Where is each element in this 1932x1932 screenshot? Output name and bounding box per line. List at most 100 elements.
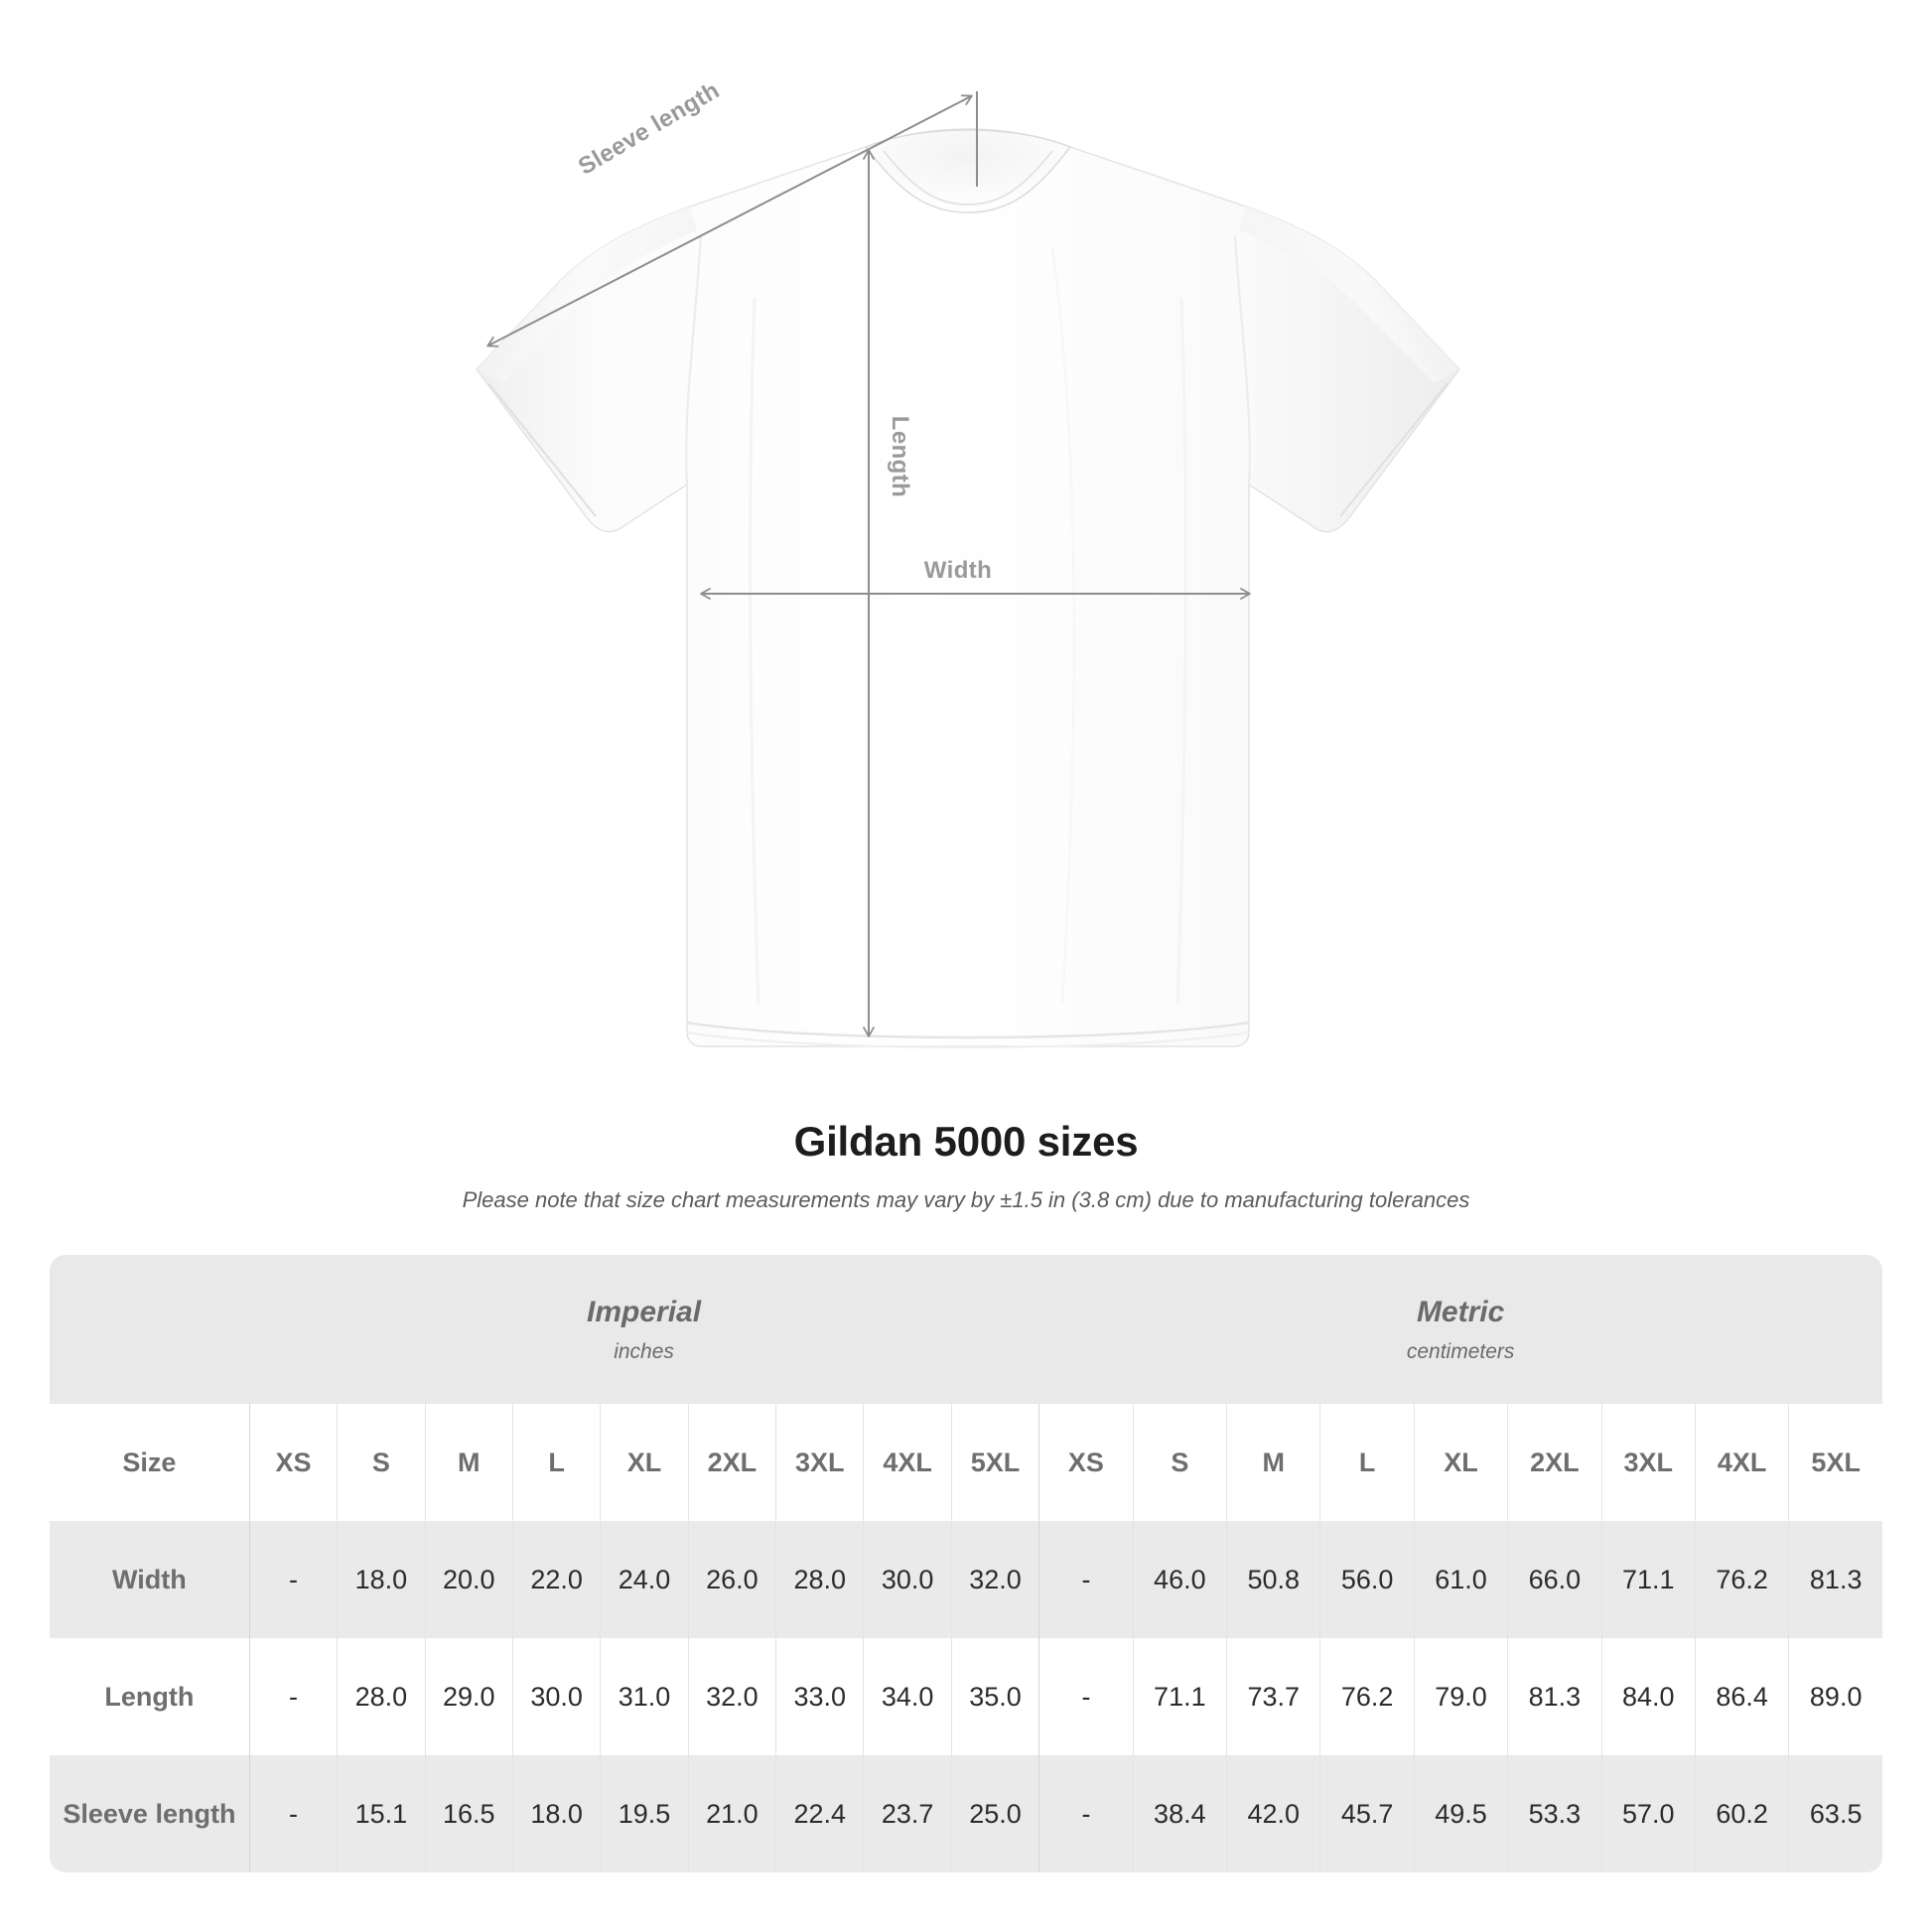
unit-group-metric-sub: centimeters bbox=[1406, 1339, 1515, 1363]
cell-length-imperial-l: 30.0 bbox=[511, 1638, 601, 1755]
cell-length-imperial-xl: 31.0 bbox=[600, 1638, 688, 1755]
cell-width-metric-xs: - bbox=[1038, 1521, 1133, 1638]
cell-length-metric-3xl: 84.0 bbox=[1600, 1638, 1695, 1755]
cell-width-imperial-xl: 24.0 bbox=[600, 1521, 688, 1638]
left-sleeve-hem bbox=[487, 382, 597, 517]
fold-1 bbox=[749, 297, 760, 1006]
size-header-metric-5xl: 5XL bbox=[1788, 1404, 1882, 1521]
cell-width-imperial-xs: - bbox=[248, 1521, 338, 1638]
cell-length-metric-5xl: 89.0 bbox=[1788, 1638, 1882, 1755]
page-title: Gildan 5000 sizes bbox=[793, 1118, 1139, 1165]
cell-sleeve-imperial-4xl: 23.7 bbox=[863, 1755, 951, 1872]
right-sleeve-shade bbox=[1239, 207, 1459, 383]
cell-sleeve-metric-5xl: 63.5 bbox=[1788, 1755, 1882, 1872]
size-header-imperial-5xl: 5XL bbox=[950, 1404, 1039, 1521]
unit-group-imperial: Imperial inches bbox=[248, 1255, 1039, 1404]
unit-band-spacer bbox=[50, 1255, 249, 1404]
size-header-row: Size XS S M L XL 2XL 3XL 4XL 5XL XS S M … bbox=[50, 1404, 1882, 1521]
unit-group-metric: Metric centimeters bbox=[1038, 1255, 1882, 1404]
cell-width-metric-m: 50.8 bbox=[1226, 1521, 1320, 1638]
cell-sleeve-metric-xs: - bbox=[1038, 1755, 1133, 1872]
cell-width-metric-2xl: 66.0 bbox=[1507, 1521, 1601, 1638]
size-header-metric-xl: XL bbox=[1413, 1404, 1508, 1521]
cell-width-imperial-5xl: 32.0 bbox=[950, 1521, 1039, 1638]
column-header-size: Size bbox=[50, 1404, 249, 1521]
size-header-metric-l: L bbox=[1319, 1404, 1414, 1521]
cell-length-imperial-4xl: 34.0 bbox=[863, 1638, 951, 1755]
tshirt-graphic bbox=[476, 128, 1460, 1048]
cell-width-metric-xl: 61.0 bbox=[1413, 1521, 1508, 1638]
bottom-hem bbox=[686, 1021, 1250, 1039]
unit-group-imperial-name: Imperial bbox=[587, 1295, 702, 1328]
cell-width-imperial-2xl: 26.0 bbox=[687, 1521, 776, 1638]
cell-width-imperial-l: 22.0 bbox=[511, 1521, 601, 1638]
cell-length-imperial-m: 29.0 bbox=[424, 1638, 512, 1755]
size-header-imperial-4xl: 4XL bbox=[863, 1404, 951, 1521]
size-header-imperial-m: M bbox=[424, 1404, 512, 1521]
size-header-imperial-3xl: 3XL bbox=[775, 1404, 864, 1521]
cell-width-metric-l: 56.0 bbox=[1319, 1521, 1414, 1638]
cell-width-metric-5xl: 81.3 bbox=[1788, 1521, 1882, 1638]
cell-sleeve-imperial-5xl: 25.0 bbox=[950, 1755, 1039, 1872]
row-label-length: Length bbox=[50, 1638, 249, 1755]
cell-length-imperial-3xl: 33.0 bbox=[775, 1638, 864, 1755]
cell-sleeve-metric-xl: 49.5 bbox=[1413, 1755, 1508, 1872]
size-header-metric-4xl: 4XL bbox=[1694, 1404, 1789, 1521]
fold-2 bbox=[1175, 297, 1187, 1006]
cell-width-imperial-3xl: 28.0 bbox=[775, 1521, 864, 1638]
cell-length-metric-s: 71.1 bbox=[1132, 1638, 1227, 1755]
cell-sleeve-metric-4xl: 60.2 bbox=[1694, 1755, 1789, 1872]
cell-sleeve-imperial-m: 16.5 bbox=[424, 1755, 512, 1872]
cell-sleeve-imperial-l: 18.0 bbox=[511, 1755, 601, 1872]
size-header-imperial-2xl: 2XL bbox=[687, 1404, 776, 1521]
cell-width-metric-s: 46.0 bbox=[1132, 1521, 1227, 1638]
cell-length-metric-2xl: 81.3 bbox=[1507, 1638, 1601, 1755]
page-subtitle: Please note that size chart measurements… bbox=[462, 1187, 1470, 1212]
row-label-width: Width bbox=[50, 1521, 249, 1638]
fold-3 bbox=[1050, 247, 1076, 1004]
cell-sleeve-imperial-s: 15.1 bbox=[337, 1755, 425, 1872]
cell-width-imperial-4xl: 30.0 bbox=[863, 1521, 951, 1638]
row-label-sleeve-length: Sleeve length bbox=[50, 1755, 249, 1872]
unit-group-metric-name: Metric bbox=[1416, 1295, 1505, 1328]
cell-sleeve-metric-s: 38.4 bbox=[1132, 1755, 1227, 1872]
size-header-imperial-xs: XS bbox=[248, 1404, 338, 1521]
size-header-imperial-l: L bbox=[511, 1404, 601, 1521]
right-armhole bbox=[1233, 235, 1251, 485]
cell-length-imperial-5xl: 35.0 bbox=[950, 1638, 1039, 1755]
bottom-hem-2 bbox=[686, 1032, 1250, 1048]
cell-sleeve-imperial-xl: 19.5 bbox=[600, 1755, 688, 1872]
width-label: Width bbox=[923, 557, 993, 584]
cell-length-metric-m: 73.7 bbox=[1226, 1638, 1320, 1755]
length-label: Length bbox=[887, 415, 913, 498]
size-header-metric-m: M bbox=[1226, 1404, 1320, 1521]
cell-sleeve-imperial-3xl: 22.4 bbox=[775, 1755, 864, 1872]
cell-length-metric-l: 76.2 bbox=[1319, 1638, 1414, 1755]
cell-length-imperial-xs: - bbox=[248, 1638, 338, 1755]
size-header-metric-s: S bbox=[1132, 1404, 1227, 1521]
title-block: Gildan 5000 sizes Please note that size … bbox=[0, 1112, 1932, 1213]
size-header-metric-xs: XS bbox=[1038, 1404, 1133, 1521]
tshirt-diagram-svg bbox=[476, 91, 1460, 1048]
size-table-container: Imperial inches Metric centimeters Size … bbox=[0, 1255, 1932, 1872]
size-header-imperial-xl: XL bbox=[600, 1404, 688, 1521]
size-header-metric-3xl: 3XL bbox=[1600, 1404, 1695, 1521]
table-row-length: Length - 28.0 29.0 30.0 31.0 32.0 33.0 3… bbox=[50, 1638, 1882, 1755]
table-row-sleeve-length: Sleeve length - 15.1 16.5 18.0 19.5 21.0… bbox=[50, 1755, 1882, 1872]
tshirt-illustration: Sleeve length Length Width bbox=[476, 76, 1460, 1048]
cell-length-imperial-2xl: 32.0 bbox=[687, 1638, 776, 1755]
unit-group-imperial-sub: inches bbox=[614, 1339, 674, 1363]
table-row-width: Width - 18.0 20.0 22.0 24.0 26.0 28.0 30… bbox=[50, 1521, 1882, 1638]
dimension-lines bbox=[486, 91, 1251, 1037]
cell-sleeve-metric-3xl: 57.0 bbox=[1600, 1755, 1695, 1872]
sleeve-length-line bbox=[486, 94, 973, 347]
cell-sleeve-metric-m: 42.0 bbox=[1226, 1755, 1320, 1872]
right-sleeve-hem bbox=[1339, 382, 1449, 517]
cell-sleeve-imperial-xs: - bbox=[248, 1755, 338, 1872]
cell-length-metric-xs: - bbox=[1038, 1638, 1133, 1755]
size-header-imperial-s: S bbox=[337, 1404, 425, 1521]
cell-length-metric-4xl: 86.4 bbox=[1694, 1638, 1789, 1755]
cell-length-metric-xl: 79.0 bbox=[1413, 1638, 1508, 1755]
unit-header-row: Imperial inches Metric centimeters bbox=[50, 1255, 1882, 1404]
cell-width-imperial-m: 20.0 bbox=[424, 1521, 512, 1638]
